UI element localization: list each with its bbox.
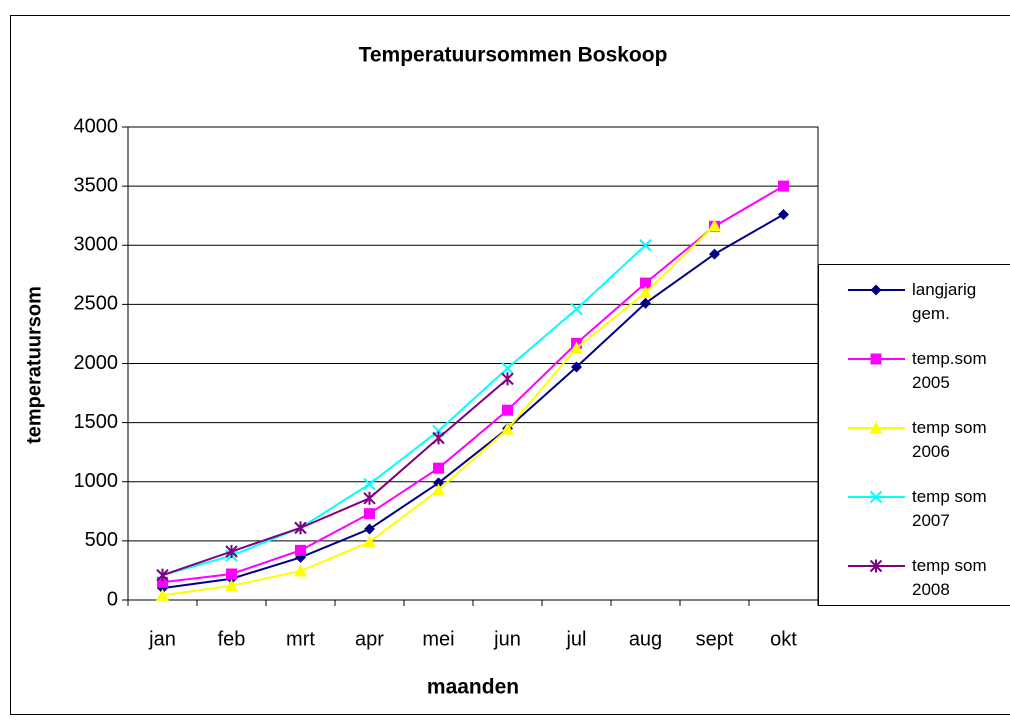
marker (640, 297, 651, 309)
marker (295, 544, 306, 556)
marker (432, 483, 445, 496)
marker (570, 302, 583, 316)
marker (433, 477, 444, 489)
marker (225, 545, 238, 559)
y-tick-label: 3500 (74, 174, 119, 196)
x-tick-label: jan (148, 628, 176, 650)
legend-label: temp som 2006 (912, 418, 987, 461)
y-tick-label: 1000 (74, 470, 119, 492)
marker (502, 404, 513, 416)
marker (639, 286, 652, 299)
y-axis-label: temperatuursom (23, 286, 45, 444)
x-tick-label: mrt (286, 628, 315, 650)
marker (156, 588, 169, 601)
marker (571, 361, 582, 373)
marker (501, 362, 514, 375)
marker (639, 239, 652, 252)
legend-label: langjarig gem. (912, 280, 977, 323)
marker (363, 477, 376, 491)
marker (869, 559, 883, 573)
y-tick-label: 2500 (74, 293, 119, 315)
marker (870, 353, 882, 365)
x-tick-label: apr (355, 628, 384, 650)
x-tick-label: jun (493, 628, 521, 650)
legend-box (818, 264, 1010, 606)
marker (870, 284, 882, 296)
legend-label: temp.som 2005 (912, 349, 987, 392)
x-tick-label: aug (629, 628, 662, 650)
marker (433, 462, 444, 474)
series-line (162, 213, 784, 590)
marker (226, 568, 237, 580)
marker (364, 508, 375, 520)
marker (364, 523, 375, 535)
marker (225, 579, 238, 592)
marker (432, 431, 445, 445)
marker (156, 568, 169, 582)
marker (640, 277, 651, 289)
marker (294, 521, 307, 535)
legend-label: temp som 2008 (912, 556, 987, 599)
x-tick-label: sept (696, 628, 734, 650)
series-line (162, 185, 785, 584)
legend-label: temp som 2007 (912, 487, 987, 530)
marker (157, 576, 168, 588)
marker (708, 219, 721, 232)
marker (778, 180, 789, 192)
marker (709, 248, 720, 260)
marker (363, 491, 376, 505)
x-tick-label: okt (770, 628, 797, 650)
marker (501, 422, 514, 435)
series-line (162, 244, 647, 577)
marker (778, 209, 789, 221)
y-tick-label: 500 (85, 529, 118, 551)
x-axis-label: maanden (427, 676, 519, 699)
y-tick-label: 3000 (74, 234, 119, 256)
x-tick-label: feb (218, 628, 246, 650)
series-line (162, 378, 509, 577)
y-tick-label: 4000 (74, 115, 119, 137)
marker (869, 490, 883, 504)
y-tick-label: 1500 (74, 411, 119, 433)
marker (869, 421, 883, 434)
x-tick-label: jul (565, 628, 586, 650)
marker (294, 564, 307, 577)
y-tick-label: 0 (107, 588, 118, 610)
x-tick-label: mei (422, 628, 454, 650)
marker (570, 341, 583, 354)
marker (501, 372, 514, 386)
chart-title: Temperatuursommen Boskoop (359, 44, 668, 67)
y-tick-label: 2000 (74, 352, 119, 374)
marker (363, 535, 376, 548)
